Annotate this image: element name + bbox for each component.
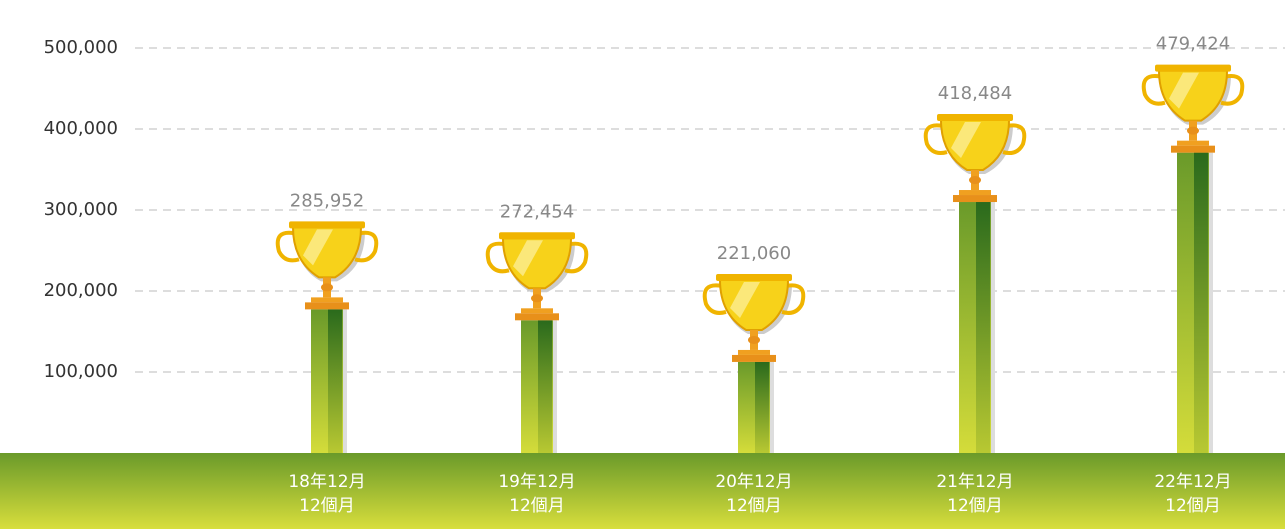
trophy-bar	[278, 221, 377, 453]
x-tick-label: 22年12月	[1154, 472, 1231, 492]
trophy-base	[953, 195, 997, 202]
x-tick-label: 21年12月	[936, 472, 1013, 492]
x-tick-label: 19年12月	[498, 472, 575, 492]
trophy-bar	[705, 274, 804, 453]
trophy-rim	[499, 232, 575, 239]
trophy	[926, 114, 1025, 202]
trophy-base	[305, 302, 349, 309]
x-tick-sublabel: 12個月	[509, 496, 565, 516]
bar-side	[755, 362, 769, 453]
x-tick-sublabel: 12個月	[299, 496, 355, 516]
x-tick-sublabel: 12個月	[726, 496, 782, 516]
trophy-base	[521, 308, 553, 313]
trophy	[278, 221, 377, 309]
x-tick-sublabel: 12個月	[947, 496, 1003, 516]
chart: 100,000 200,000 300,000 400,000 500,000 285,9…	[0, 0, 1285, 529]
trophy-bar	[488, 232, 587, 453]
trophy-rim	[1155, 65, 1231, 72]
y-tick-label: 500,000	[44, 37, 118, 58]
value-label: 272,454	[500, 201, 574, 222]
x-tick-sublabel: 12個月	[1165, 496, 1221, 516]
trophy-knob	[321, 283, 333, 291]
bar-side	[328, 309, 342, 453]
trophy-base	[738, 350, 770, 355]
trophy-bar	[926, 114, 1025, 453]
trophy-knob	[969, 176, 981, 184]
y-tick-label: 300,000	[44, 199, 118, 220]
trophy-knob	[531, 294, 543, 302]
trophy-base	[515, 313, 559, 320]
trophy-rim	[716, 274, 792, 281]
x-tick-label: 20年12月	[715, 472, 792, 492]
value-label: 221,060	[717, 243, 791, 264]
trophy-rim	[937, 114, 1013, 121]
trophy-base	[1171, 146, 1215, 153]
bar-side	[538, 320, 552, 453]
trophy-knob	[1187, 127, 1199, 135]
trophy	[1144, 65, 1243, 153]
trophy	[488, 232, 587, 320]
trophy-base	[311, 297, 343, 302]
trophy-base	[732, 355, 776, 362]
value-label: 285,952	[290, 190, 364, 211]
y-tick-label: 100,000	[44, 361, 118, 382]
trophy-base	[959, 190, 991, 195]
trophy-base	[1177, 141, 1209, 146]
x-tick-label: 18年12月	[288, 472, 365, 492]
bar-side	[1194, 153, 1208, 453]
y-tick-label: 400,000	[44, 118, 118, 139]
value-label: 479,424	[1156, 34, 1230, 55]
y-tick-label: 200,000	[44, 280, 118, 301]
category-band	[0, 453, 1285, 529]
trophy-rim	[289, 221, 365, 228]
trophy	[705, 274, 804, 362]
trophy-bar	[1144, 65, 1243, 453]
value-label: 418,484	[938, 83, 1012, 104]
bar-side	[976, 202, 990, 453]
trophy-knob	[748, 336, 760, 344]
